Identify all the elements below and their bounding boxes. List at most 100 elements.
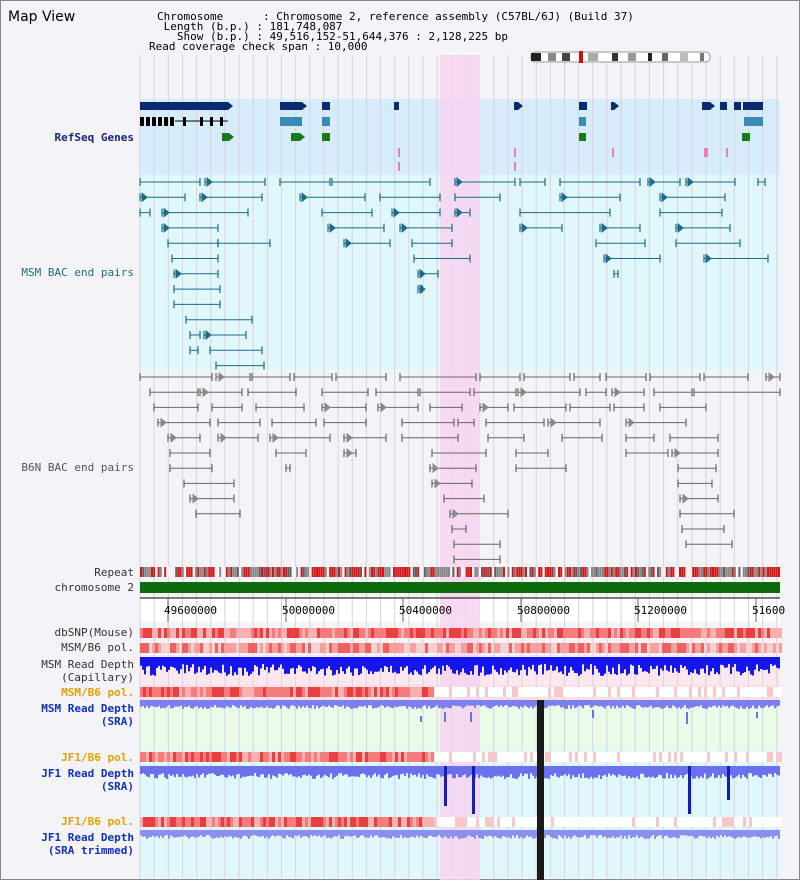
pol-cell: [275, 643, 278, 653]
pol-cell: [404, 817, 407, 827]
ideogram-band: [628, 53, 636, 61]
chromosome-ideogram[interactable]: [530, 51, 711, 63]
pol-cell: [677, 628, 680, 638]
depth-bar: [746, 700, 748, 707]
bac-end-marker: [220, 432, 227, 443]
pol-cell: [683, 817, 686, 827]
depth-bar: [610, 700, 612, 709]
pol-cell: [236, 752, 239, 762]
track-label-msm-bac[interactable]: MSM BAC end pairs: [21, 266, 134, 279]
track-label-chromosome[interactable]: chromosome 2: [54, 581, 134, 594]
depth-bar: [556, 657, 558, 667]
depth-bar: [714, 830, 716, 839]
repeat-mark: [305, 567, 307, 577]
pol-cell: [743, 628, 746, 638]
depth-bar: [264, 700, 266, 709]
chromosome-bar[interactable]: [140, 582, 780, 593]
depth-bar: [338, 766, 340, 774]
depth-bar: [628, 657, 630, 674]
pol-cell: [503, 643, 506, 653]
track-label-msm-depth-sra[interactable]: MSM Read Depth (SRA): [41, 702, 134, 728]
depth-bar: [768, 830, 770, 838]
pol-cell: [365, 687, 368, 697]
pol-cell: [191, 643, 194, 653]
depth-bar: [328, 700, 330, 706]
track-label-dbsnp[interactable]: dbSNP(Mouse): [54, 626, 134, 639]
pol-cell: [659, 643, 662, 653]
pol-cell: [509, 817, 512, 827]
pol-cell: [713, 817, 716, 827]
depth-bar: [568, 657, 570, 673]
track-label-b6n-bac[interactable]: B6N BAC end pairs: [21, 461, 134, 474]
pol-cell: [239, 643, 242, 653]
pol-cell: [743, 752, 746, 762]
selected-region-highlight[interactable]: [440, 55, 480, 880]
depth-bar: [416, 766, 418, 777]
track-label-msm-b6-pol[interactable]: MSM/B6 pol.: [61, 641, 134, 654]
repeat-track[interactable]: [140, 567, 780, 577]
depth-bar: [622, 830, 624, 839]
track-label-jf1-b6-pol-trimmed[interactable]: JF1/B6 pol.: [61, 815, 134, 828]
b6n-bac-end-pairs[interactable]: [139, 371, 781, 564]
depth-bar: [766, 657, 768, 670]
pol-cell: [599, 752, 602, 762]
depth-bar: [408, 700, 410, 707]
repeat-mark: [353, 567, 356, 577]
track-label-msm-depth-capillary[interactable]: MSM Read Depth (Capillary): [41, 658, 134, 684]
pol-cell: [467, 628, 470, 638]
refseq-gene-features[interactable]: [140, 102, 763, 171]
depth-bar: [188, 700, 190, 706]
depth-bar: [696, 657, 698, 674]
pol-cell: [404, 752, 407, 762]
repeat-mark: [690, 567, 692, 577]
track-label-refseq-genes[interactable]: RefSeq Genes: [54, 131, 134, 144]
read-depth-tracks[interactable]: [140, 657, 780, 880]
pol-cell: [332, 687, 335, 697]
track-label-repeat[interactable]: Repeat: [94, 566, 134, 579]
pol-cell: [527, 643, 530, 653]
repeat-mark: [406, 567, 409, 577]
depth-bar: [712, 830, 714, 837]
track-label-msm-b6-pol-sra[interactable]: MSM/B6 pol.: [61, 686, 134, 699]
depth-bar: [332, 830, 334, 838]
depth-bar: [634, 766, 636, 779]
depth-bar: [580, 830, 582, 838]
depth-bar: [692, 700, 694, 708]
depth-bar: [616, 830, 618, 838]
depth-bar: [328, 657, 330, 667]
pol-cell: [527, 687, 530, 697]
polymorphism-heat-tracks[interactable]: [140, 628, 782, 827]
track-label-jf1-depth-trimmed[interactable]: JF1 Read Depth (SRA trimmed): [41, 831, 134, 857]
depth-bar: [504, 766, 506, 779]
pol-cell: [692, 628, 695, 638]
repeat-mark: [219, 567, 222, 577]
depth-bar: [174, 700, 176, 707]
depth-bar: [466, 766, 468, 778]
bac-end-marker: [649, 176, 656, 188]
pol-cell: [206, 687, 209, 697]
repeat-mark: [401, 567, 404, 577]
depth-bar: [464, 766, 466, 775]
repeat-mark: [500, 567, 503, 577]
pol-cell: [551, 817, 554, 827]
msm-bac-end-pairs[interactable]: [139, 176, 769, 370]
track-label-jf1-b6-pol[interactable]: JF1/B6 pol.: [61, 751, 134, 764]
bac-end-marker: [206, 176, 213, 188]
depth-bar: [718, 830, 720, 838]
pol-cell: [497, 643, 500, 653]
repeat-mark: [549, 567, 552, 577]
repeat-mark: [195, 567, 197, 577]
pol-cell: [464, 817, 467, 827]
repeat-mark: [437, 567, 439, 577]
depth-spike: [686, 712, 688, 724]
repeat-mark: [386, 567, 389, 577]
depth-bar: [468, 830, 470, 836]
repeat-mark: [309, 567, 312, 577]
pol-cell: [395, 817, 398, 827]
repeat-mark: [668, 567, 670, 577]
depth-bar: [490, 657, 492, 674]
track-label-jf1-depth-sra[interactable]: JF1 Read Depth (SRA): [41, 767, 134, 793]
pol-cell: [590, 817, 593, 827]
pol-cell: [524, 643, 527, 653]
